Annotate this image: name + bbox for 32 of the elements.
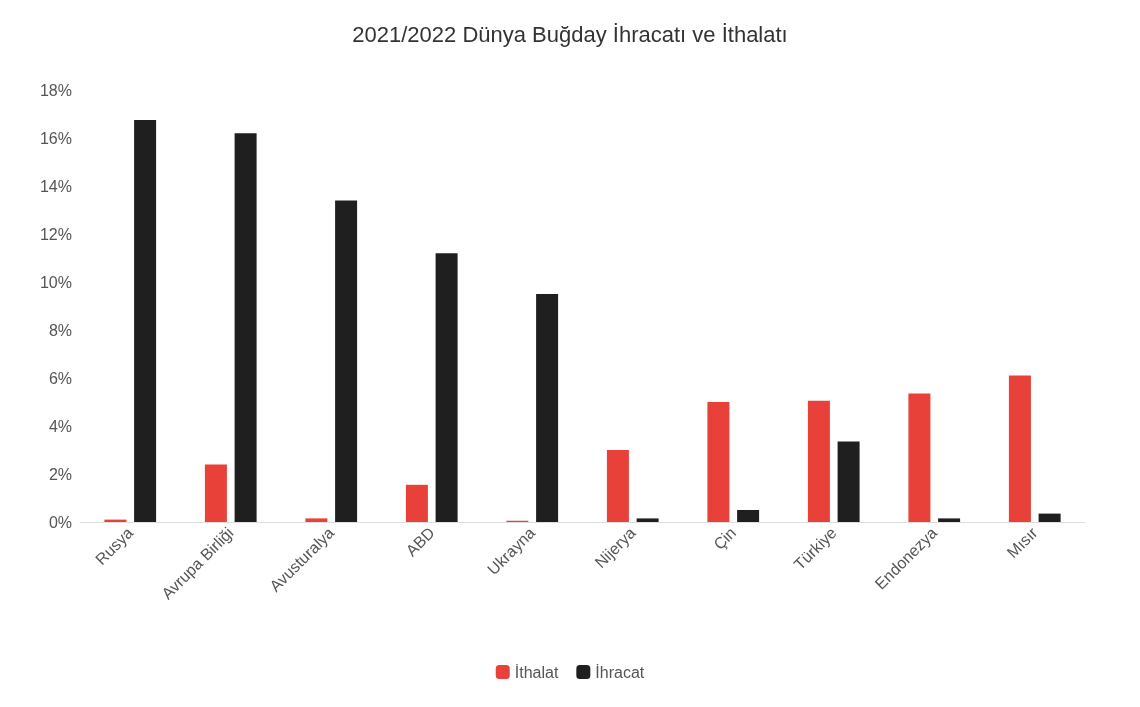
bar bbox=[435, 253, 458, 522]
y-tick-label: 12% bbox=[39, 225, 72, 243]
y-tick-label: 16% bbox=[39, 129, 72, 147]
bar bbox=[134, 120, 157, 522]
legend-label: İhracat bbox=[595, 662, 645, 681]
y-tick-label: 0% bbox=[48, 513, 72, 531]
bar bbox=[636, 518, 659, 522]
y-tick-label: 2% bbox=[48, 465, 72, 483]
y-tick-label: 8% bbox=[48, 321, 72, 339]
y-tick-label: 4% bbox=[48, 417, 72, 435]
bar bbox=[305, 518, 328, 522]
bar bbox=[405, 484, 428, 522]
bar bbox=[204, 464, 227, 522]
y-tick-label: 18% bbox=[39, 81, 72, 99]
bar bbox=[807, 400, 830, 522]
bar bbox=[707, 402, 730, 522]
bar bbox=[737, 510, 760, 522]
bar bbox=[938, 518, 961, 522]
bar bbox=[234, 133, 257, 522]
bar bbox=[606, 450, 629, 522]
y-tick-label: 14% bbox=[39, 177, 72, 195]
x-tick-label: Çin bbox=[710, 523, 740, 553]
bar bbox=[1008, 375, 1031, 522]
legend-label: İthalat bbox=[514, 662, 559, 681]
bar bbox=[837, 441, 860, 522]
bar bbox=[335, 200, 358, 522]
y-tick-label: 6% bbox=[48, 369, 72, 387]
chart-title: 2021/2022 Dünya Buğday İhracatı ve İthalatı bbox=[352, 21, 788, 47]
bar bbox=[908, 393, 931, 522]
y-tick-label: 10% bbox=[39, 273, 72, 291]
bar bbox=[536, 294, 559, 522]
bar bbox=[1038, 513, 1061, 522]
